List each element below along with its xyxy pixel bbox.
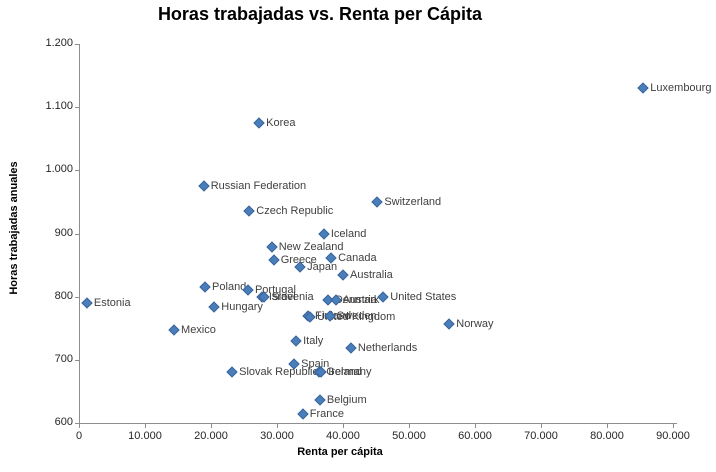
y-axis-tick: [75, 44, 79, 45]
y-axis-tick-label: 1.100: [45, 100, 73, 113]
data-point-marker: [371, 196, 383, 208]
data-point-label: Belgium: [326, 393, 367, 406]
data-point-label: New Zealand: [278, 241, 344, 254]
y-axis-tick: [75, 423, 79, 424]
y-axis-tick: [75, 233, 79, 235]
data-point-marker: [345, 342, 357, 355]
data-point-label: Greece: [280, 254, 317, 267]
x-axis-tick: [475, 424, 476, 428]
data-point-marker: [168, 323, 180, 336]
x-axis-tick: [541, 424, 542, 428]
y-axis-tick: [75, 359, 79, 361]
data-point-marker: [443, 318, 455, 330]
data-point-marker: [290, 335, 302, 347]
data-point-label: Slovak Republic: [239, 365, 318, 378]
y-axis-tick: [75, 296, 79, 298]
y-axis-tick-label: 700: [54, 352, 73, 365]
data-point-label: Australia: [350, 268, 393, 281]
x-axis-tick-label: 70.000: [524, 430, 558, 442]
x-axis-tick: [79, 424, 80, 428]
x-axis-tick: [409, 424, 410, 428]
data-point-marker: [297, 408, 309, 420]
data-point-label: Israel: [268, 290, 296, 303]
data-point-label: Ireland: [328, 366, 362, 379]
x-axis-tick-label: 20.000: [194, 430, 228, 442]
data-point-marker: [314, 393, 326, 406]
y-axis-tick-label: 800: [54, 289, 73, 302]
x-axis-tick-label: 90.000: [656, 430, 690, 442]
y-axis-tick: [75, 107, 79, 109]
data-point-label: France: [309, 408, 344, 421]
data-point-label: Slovenia: [271, 291, 314, 304]
data-point-marker: [226, 366, 238, 378]
x-axis-tick: [673, 424, 674, 428]
y-axis-tick-label: 900: [54, 226, 73, 239]
x-axis-tick-label: 30.000: [260, 430, 294, 442]
data-point-marker: [337, 268, 349, 281]
data-point-label: Switzerland: [384, 195, 442, 208]
x-axis-tick-label: 0: [75, 430, 83, 442]
data-point-label: United States: [390, 290, 457, 303]
data-point-label: Korea: [266, 116, 296, 129]
data-point-marker: [198, 180, 210, 192]
data-point-label: Norway: [456, 317, 494, 330]
data-point-label: Canada: [338, 251, 377, 264]
data-point-marker: [208, 301, 220, 314]
chart-title: Horas trabajadas vs. Renta per Cápita: [157, 4, 483, 24]
data-point-marker: [253, 117, 265, 129]
data-point-marker: [199, 281, 211, 293]
x-axis-tick: [211, 424, 212, 428]
y-axis-tick-label: 1.000: [45, 163, 73, 176]
data-point-label: Iceland: [330, 227, 367, 240]
x-axis-tick-label: 60.000: [458, 430, 492, 442]
x-axis-tick: [145, 424, 146, 428]
data-point-label: Spain: [301, 357, 330, 370]
x-axis-line: [79, 423, 677, 424]
data-point-label: Mexico: [181, 323, 216, 336]
data-point-marker: [637, 82, 649, 94]
data-point-label: Denmark: [334, 293, 380, 306]
x-axis-tick: [343, 424, 344, 428]
data-point-label: Austria: [342, 293, 377, 306]
x-axis-title: Renta per cápita: [297, 446, 383, 458]
x-axis-tick-label: 80.000: [590, 430, 624, 442]
data-point-label: Luxembourg: [650, 82, 712, 95]
data-point-label: Japan: [307, 260, 338, 273]
x-axis-tick: [277, 424, 278, 428]
data-point-label: Germany: [326, 365, 372, 378]
data-point-label: Czech Republic: [256, 205, 334, 218]
data-point-marker: [268, 254, 280, 266]
data-point-label: Sweden: [336, 309, 377, 322]
data-point-label: Hungary: [221, 301, 263, 314]
data-point-label: Russian Federation: [210, 180, 307, 193]
x-axis-tick: [607, 424, 608, 428]
data-point-label: United Kingdom: [317, 310, 396, 323]
data-point-marker: [243, 205, 255, 218]
data-point-label: Estonia: [93, 296, 131, 309]
x-axis-tick-label: 50.000: [392, 430, 426, 442]
data-point-label: Poland: [212, 281, 247, 294]
x-axis-tick-label: 40.000: [326, 430, 360, 442]
data-point-marker: [81, 297, 93, 309]
data-point-marker: [242, 284, 254, 297]
data-point-label: Italy: [303, 334, 324, 347]
data-point-label: Netherlands: [357, 342, 418, 355]
data-point-marker: [266, 241, 278, 254]
y-axis-tick: [75, 170, 79, 172]
x-axis-tick-label: 10.000: [128, 430, 162, 442]
y-axis-tick-label: 1.200: [45, 37, 73, 49]
y-axis-tick-label: 600: [54, 416, 73, 428]
data-point-marker: [318, 227, 330, 240]
y-axis-line: [79, 44, 80, 424]
